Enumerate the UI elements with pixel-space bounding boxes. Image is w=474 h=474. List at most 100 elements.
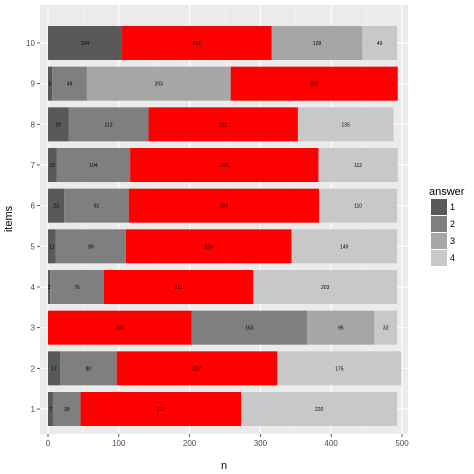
y-tick-label: 7: [31, 161, 36, 170]
bar-segment-item-9-answer-3: [86, 66, 231, 101]
bar-value-label: 12: [49, 163, 55, 169]
bar-value-label: 11: [49, 244, 54, 250]
bar-segment-item-4-answer-1: [48, 270, 51, 304]
bar-value-label: 211: [219, 122, 227, 128]
y-tick-label: 4: [31, 283, 36, 292]
bar-segment-item-2-answer-1: [48, 351, 61, 386]
bar-segment-item-8-answer-1: [48, 107, 69, 142]
legend-title: answer: [429, 186, 465, 198]
bar-value-label: 175: [335, 366, 344, 372]
y-tick-label: 6: [31, 202, 36, 211]
bar-value-label: 135: [342, 122, 351, 128]
bar-value-label: 91: [94, 204, 100, 210]
y-tick-label: 1: [31, 405, 36, 414]
bar-value-label: 110: [354, 204, 362, 210]
y-tick-label: 8: [31, 120, 36, 129]
bar-segment-item-10-highlight: [121, 26, 272, 60]
bar-value-label: 203: [116, 326, 125, 332]
bar-segment-item-9-answer-1: [48, 66, 53, 101]
legend-label-3: 3: [450, 236, 455, 246]
bar-value-label: 236: [310, 82, 319, 88]
y-tick-label: 3: [31, 324, 36, 333]
bar-value-label: 95: [338, 326, 344, 332]
bar-segment-item-3-highlight: [48, 310, 192, 345]
y-tick-label: 5: [31, 242, 36, 251]
bar-value-label: 234: [205, 244, 214, 250]
bar-segment-item-8-answer-4: [297, 107, 394, 142]
bar-segment-item-10-answer-1: [48, 26, 122, 60]
legend-key-2: [431, 216, 447, 232]
bar-segment-item-1-answer-1: [48, 392, 53, 426]
bar-value-label: 104: [81, 41, 90, 47]
bar-value-label: 163: [245, 326, 254, 332]
bar-value-label: 80: [86, 366, 92, 372]
legend-label-2: 2: [450, 219, 455, 229]
bar-value-label: 211: [175, 285, 183, 291]
bar-segment-item-2-answer-2: [60, 351, 117, 386]
bar-segment-item-5-answer-4: [291, 229, 398, 264]
bar-value-label: 269: [220, 204, 229, 210]
bar-segment-item-6-highlight: [128, 188, 320, 223]
bar-segment-item-6-answer-1: [48, 188, 65, 223]
x-tick-label: 0: [46, 439, 51, 448]
bar-segment-item-8-highlight: [148, 107, 298, 142]
bar-segment-item-4-answer-2: [50, 270, 104, 304]
legend-label-1: 1: [450, 202, 455, 212]
x-axis-ticks: 0 100 200 300 400 500: [46, 434, 409, 448]
bar-value-label: 3: [48, 285, 51, 291]
bar-value-label: 203: [155, 82, 164, 88]
bar-segment-item-3-answer-3: [307, 310, 375, 345]
bar-value-label: 104: [89, 163, 98, 169]
bar-segment-item-5-highlight: [125, 229, 292, 264]
bar-value-label: 203: [321, 285, 330, 291]
bar-segment-item-8-answer-2: [68, 107, 149, 142]
bar-segment-item-1-highlight: [80, 392, 242, 426]
bar-segment-item-7-highlight: [130, 148, 319, 182]
bar-segment-item-3-answer-2: [191, 310, 308, 345]
bar-segment-item-10-answer-3: [271, 26, 363, 60]
bar-segment-item-6-answer-2: [64, 188, 129, 223]
bar-segment-item-10-answer-4: [362, 26, 398, 60]
bar-value-label: 128: [313, 41, 322, 47]
legend: answer 1 2 3 4: [429, 186, 465, 266]
y-tick-label: 2: [31, 364, 36, 373]
bar-segment-item-6-answer-4: [319, 188, 398, 223]
bar-value-label: 49: [67, 82, 73, 88]
bar-value-label: 227: [193, 366, 202, 372]
bar-segment-item-7-answer-1: [48, 148, 57, 182]
legend-key-3: [431, 233, 447, 249]
bar-value-label: 149: [340, 244, 349, 250]
bar-value-label: 23: [53, 204, 59, 210]
bar-value-label: 39: [64, 407, 70, 413]
bar-segment-item-9-highlight: [230, 66, 398, 101]
x-tick-label: 200: [183, 439, 197, 448]
bar-value-label: 76: [74, 285, 80, 291]
bar-segment-item-5-answer-2: [55, 229, 126, 264]
bar-value-label: 29: [55, 122, 61, 128]
y-tick-label: 10: [26, 39, 35, 48]
legend-label-4: 4: [450, 253, 455, 263]
bar-value-label: 113: [105, 122, 113, 128]
bar-segment-item-4-answer-4: [253, 270, 398, 304]
bar-segment-item-1-answer-4: [241, 392, 398, 426]
bar-value-label: 17: [51, 366, 57, 372]
bar-value-label: 112: [354, 163, 362, 169]
bar-value-label: 49: [377, 41, 383, 47]
bar-value-label: 6: [49, 82, 52, 88]
bar-segment-item-7-answer-4: [318, 148, 398, 182]
bar-value-label: 212: [193, 41, 202, 47]
bar-segment-item-9-answer-2: [52, 66, 87, 101]
bar-segment-item-5-answer-1: [48, 229, 56, 264]
legend-key-4: [431, 250, 447, 266]
x-tick-label: 100: [112, 439, 126, 448]
bars-layer: [48, 26, 402, 426]
y-tick-label: 9: [31, 80, 36, 89]
x-tick-label: 500: [395, 439, 409, 448]
x-tick-label: 300: [254, 439, 268, 448]
bar-value-label: 32: [383, 326, 389, 332]
bar-value-label: 220: [315, 407, 324, 413]
bar-value-label: 266: [220, 163, 229, 169]
bar-segment-item-7-answer-2: [56, 148, 131, 182]
